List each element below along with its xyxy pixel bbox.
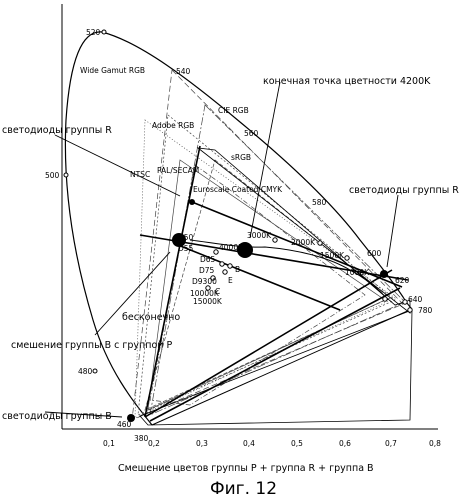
wl-640: 640 bbox=[408, 295, 423, 304]
label-cie: CIE RGB bbox=[218, 106, 249, 115]
label-adobe: Adobe RGB bbox=[152, 121, 194, 130]
point-open-14 bbox=[102, 30, 106, 34]
pal-triangle bbox=[148, 160, 385, 410]
x-tick-7: 0,7 bbox=[385, 439, 397, 448]
point-open-7 bbox=[273, 238, 277, 242]
point-open-15 bbox=[93, 369, 97, 373]
point-open-10 bbox=[383, 297, 387, 301]
label-d65: D65 bbox=[200, 255, 216, 264]
label-15000k: 15000K bbox=[193, 297, 223, 306]
label-wide-gamut: Wide Gamut RGB bbox=[80, 66, 145, 75]
label-b: B bbox=[235, 265, 240, 274]
point-open-12 bbox=[408, 308, 412, 312]
point-open-11 bbox=[403, 300, 407, 304]
figure-caption: Фиг. 12 bbox=[210, 479, 277, 499]
srgb-triangle bbox=[145, 160, 390, 410]
annotation-infinity: бесконечно bbox=[122, 312, 180, 323]
label-d75: D75 bbox=[199, 266, 215, 275]
point-open-4 bbox=[228, 264, 232, 268]
label-c: C bbox=[215, 287, 220, 296]
point-led-r bbox=[380, 270, 388, 278]
annotation-leds-b: светодиоды группы B bbox=[2, 411, 112, 422]
label-d55: D55 bbox=[178, 244, 194, 253]
wl-480: 480 bbox=[78, 367, 93, 376]
wl-620: 620 bbox=[395, 276, 410, 285]
x-axis-label: Смешение цветов группы P + группа R + гр… bbox=[118, 463, 374, 474]
wl-460: 460 bbox=[117, 420, 132, 429]
x-tick-1: 0,1 bbox=[103, 439, 115, 448]
x-tick-2: 0,2 bbox=[148, 439, 160, 448]
wavelength-labels: 520 540 560 580 600 620 640 780 500 480 … bbox=[45, 28, 433, 443]
point-open-9 bbox=[318, 241, 322, 245]
x-tick-4: 0,4 bbox=[243, 439, 255, 448]
x-tick-8: 0,8 bbox=[429, 439, 441, 448]
label-1500k: 1500K bbox=[320, 251, 345, 260]
wl-780: 780 bbox=[418, 306, 433, 315]
label-2000k: 2000K bbox=[291, 238, 316, 247]
wl-380: 380 bbox=[134, 434, 149, 443]
wl-540: 540 bbox=[176, 67, 191, 76]
wl-520: 520 bbox=[86, 28, 101, 37]
label-3000k: 3000K bbox=[247, 231, 272, 240]
purple-line bbox=[152, 309, 412, 425]
arrow-4200k bbox=[250, 82, 280, 238]
annotation-mix-b-p: смешение группы B с группой P bbox=[11, 340, 172, 351]
x-tick-5: 0,5 bbox=[291, 439, 303, 448]
point-open-8 bbox=[345, 256, 349, 260]
wl-580: 580 bbox=[312, 198, 327, 207]
point-open-1 bbox=[214, 250, 218, 254]
point-open-2 bbox=[220, 262, 224, 266]
wl-560: 560 bbox=[244, 129, 259, 138]
label-d9300: D9300 bbox=[192, 277, 217, 286]
label-d50: D50 bbox=[178, 233, 194, 242]
point-p bbox=[189, 199, 195, 205]
point-open-3 bbox=[223, 270, 227, 274]
x-tick-3: 0,3 bbox=[196, 439, 208, 448]
arrow-r-right bbox=[387, 195, 398, 267]
led-gamut-polygon bbox=[198, 148, 410, 313]
label-euroscale: Euroscale Coated CMYK bbox=[193, 185, 283, 194]
x-ticks: 0,1 0,2 0,3 0,4 0,5 0,6 0,7 0,8 bbox=[103, 439, 441, 448]
annotation-leds-r-right: светодиоды группы R bbox=[349, 185, 459, 196]
spectral-locus bbox=[65, 32, 412, 425]
wl-500: 500 bbox=[45, 171, 60, 180]
wl-600: 600 bbox=[367, 249, 382, 258]
annotation-endpoint-4200k: конечная точка цветности 4200K bbox=[263, 76, 431, 87]
x-tick-6: 0,6 bbox=[339, 439, 351, 448]
point-open-13 bbox=[64, 173, 68, 177]
label-4000k: 4000K bbox=[219, 243, 244, 252]
label-ntsc: NTSC bbox=[130, 170, 150, 179]
data-points bbox=[64, 30, 412, 422]
label-1000k: 1000K bbox=[345, 268, 370, 277]
label-e: E bbox=[228, 276, 233, 285]
annotation-leds-r-left: светодиоды группы R bbox=[2, 125, 112, 136]
label-pal: PAL/SECAM bbox=[157, 166, 199, 175]
label-srgb: sRGB bbox=[231, 153, 251, 162]
line-b-to-r bbox=[145, 270, 392, 417]
line-b-to-r-lower bbox=[150, 288, 400, 421]
